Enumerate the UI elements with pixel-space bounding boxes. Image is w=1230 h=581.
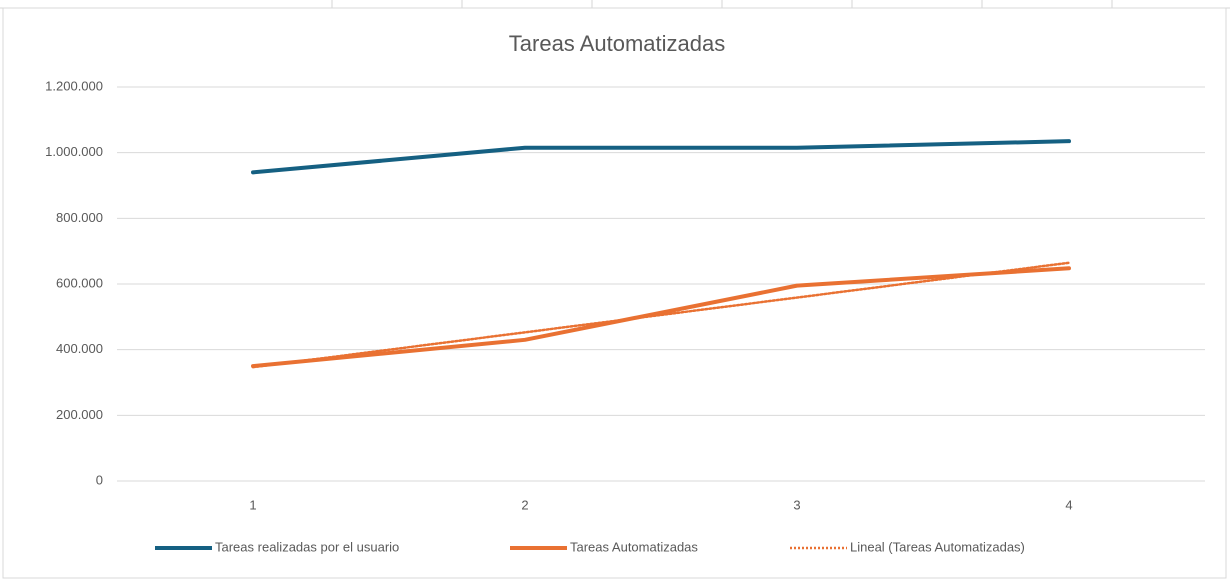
legend-label: Tareas Automatizadas — [570, 539, 698, 554]
y-tick-label: 1.200.000 — [45, 78, 103, 93]
series-line — [251, 139, 1071, 175]
y-tick-label: 0 — [96, 472, 103, 487]
chart-title: Tareas Automatizadas — [509, 31, 725, 56]
y-tick-label: 800.000 — [56, 210, 103, 225]
y-tick-label: 1.000.000 — [45, 144, 103, 159]
x-tick-label: 1 — [249, 497, 256, 512]
series-line — [251, 266, 1071, 369]
series-line — [251, 261, 1071, 369]
sheet-cells — [0, 0, 1230, 9]
legend-label: Tareas realizadas por el usuario — [215, 539, 399, 554]
y-tick-label: 600.000 — [56, 275, 103, 290]
x-tick-label: 2 — [521, 497, 528, 512]
x-tick-label: 4 — [1065, 497, 1072, 512]
chart-border — [2, 7, 1227, 579]
x-tick-label: 3 — [793, 497, 800, 512]
y-tick-label: 200.000 — [56, 407, 103, 422]
y-tick-label: 400.000 — [56, 341, 103, 356]
legend-label: Lineal (Tareas Automatizadas) — [850, 539, 1025, 554]
